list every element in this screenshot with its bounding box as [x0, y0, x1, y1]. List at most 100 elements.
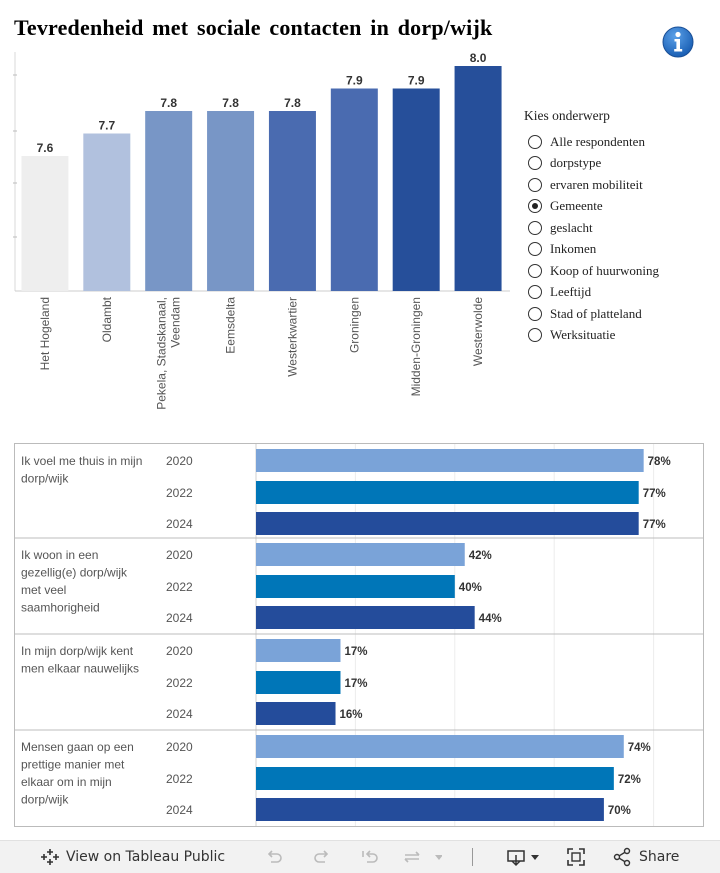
radio-icon[interactable]: [528, 306, 542, 321]
tableau-toolbar: View on Tableau Public Share: [0, 840, 720, 873]
year-label: 2020: [166, 740, 193, 754]
fullscreen-icon[interactable]: [566, 841, 586, 873]
view-on-tableau-button[interactable]: View on Tableau Public: [40, 841, 225, 873]
category-label: Het Hogeland: [38, 297, 52, 370]
bar-value-label: 78%: [648, 456, 671, 468]
bar-value-label: 74%: [628, 742, 651, 754]
bar-value-label: 16%: [340, 709, 363, 721]
topic-option[interactable]: Inkomen: [524, 239, 659, 261]
bar-value-label: 7.9: [346, 74, 363, 88]
bar: [268, 111, 316, 291]
bar: [256, 702, 336, 725]
bar-value-label: 40%: [459, 582, 482, 594]
category-label: Eemsdelta: [224, 297, 238, 354]
bar-value-label: 8.0: [470, 51, 487, 65]
bar: [256, 735, 624, 758]
bar-value-label: 7.8: [284, 96, 301, 110]
toolbar-divider: [472, 841, 473, 873]
bar: [392, 88, 440, 291]
bar-value-label: 70%: [608, 805, 631, 817]
refresh-icon[interactable]: [402, 841, 442, 873]
year-label: 2024: [166, 803, 193, 817]
topic-option-label: Koop of huurwoning: [550, 262, 660, 278]
info-icon[interactable]: [662, 26, 694, 58]
topic-selector: Kies onderwerp Alle respondenten dorpstyp…: [524, 108, 659, 346]
topic-option[interactable]: Gemeente: [524, 196, 659, 218]
radio-icon[interactable]: [528, 156, 542, 171]
bar-value-label: 77%: [643, 519, 666, 531]
bar-value-label: 77%: [643, 488, 666, 500]
radio-icon[interactable]: [528, 134, 542, 149]
download-icon[interactable]: [506, 841, 542, 873]
topic-option[interactable]: dorpstype: [524, 153, 659, 175]
statement-label: In mijn dorp/wijk kent men elkaar nauweli…: [21, 644, 139, 676]
redo-icon[interactable]: [312, 841, 332, 873]
radio-icon[interactable]: [528, 177, 542, 192]
radio-selected-icon[interactable]: [528, 199, 542, 214]
topic-option-label: Werksituatie: [550, 327, 616, 343]
radio-icon[interactable]: [528, 242, 542, 257]
year-label: 2024: [166, 517, 193, 531]
topic-option-label: Gemeente: [550, 198, 603, 214]
bar: [256, 767, 614, 790]
year-label: 2024: [166, 611, 193, 625]
topic-option[interactable]: Stad of platteland: [524, 303, 659, 325]
bar-value-label: 17%: [344, 678, 367, 690]
year-label: 2022: [166, 676, 193, 690]
year-label: 2020: [166, 644, 193, 658]
statement-label: Ik woon in een gezellig(e) dorp/wijk met v…: [21, 548, 128, 615]
bar: [256, 481, 639, 504]
topic-option-label: Leeftijd: [550, 284, 592, 300]
statements-panel: Ik voel me thuis in mijn dorp/wijk 2020 78%…: [14, 443, 704, 827]
category-label: Westerwolde: [471, 297, 485, 366]
share-button[interactable]: Share: [612, 841, 679, 873]
bar: [256, 543, 465, 566]
topic-option[interactable]: Leeftijd: [524, 282, 659, 304]
page-title: Tevredenheid met sociale contacten in do…: [14, 15, 493, 40]
radio-icon[interactable]: [528, 285, 542, 300]
view-on-tableau-label: View on Tableau Public: [66, 849, 226, 865]
topic-option-label: ervaren mobiliteit: [550, 176, 643, 192]
topic-selector-title: Kies onderwerp: [524, 108, 610, 123]
topic-option[interactable]: geslacht: [524, 217, 659, 239]
bar-value-label: 44%: [479, 613, 502, 625]
bar-value-label: 7.6: [37, 141, 54, 155]
category-label: Groningen: [347, 297, 361, 353]
bar: [207, 111, 255, 291]
year-label: 2020: [166, 548, 193, 562]
bar: [256, 449, 644, 472]
radio-icon[interactable]: [528, 263, 542, 278]
category-label: Midden-Groningen: [409, 297, 423, 396]
category-label: Westerkwartier: [285, 297, 299, 377]
statement-label: Mensen gaan op een prettige manier met elk…: [21, 740, 134, 807]
bar: [256, 512, 639, 535]
bar: [21, 156, 69, 291]
category-label: Oldambt: [100, 296, 114, 342]
topic-option-label: dorpstype: [550, 155, 602, 171]
year-label: 2022: [166, 580, 193, 594]
bar: [256, 639, 341, 662]
topic-option[interactable]: Werksituatie: [524, 325, 659, 347]
bar: [256, 575, 455, 598]
bar: [145, 111, 193, 291]
radio-icon[interactable]: [528, 328, 542, 343]
bar-value-label: 7.8: [222, 96, 239, 110]
tableau-logo-icon: [41, 849, 59, 865]
category-label: Pekela, Stadskanaal,Veendam: [155, 297, 183, 410]
bar: [256, 671, 341, 694]
year-label: 2024: [166, 707, 193, 721]
revert-icon[interactable]: [360, 841, 380, 873]
year-label: 2020: [166, 454, 193, 468]
radio-icon[interactable]: [528, 220, 542, 235]
topic-option-label: Alle respondenten: [550, 133, 645, 149]
statements-bar-chart: Ik voel me thuis in mijn dorp/wijk 2020 78%…: [15, 444, 703, 826]
topic-option-label: Inkomen: [550, 241, 597, 257]
year-label: 2022: [166, 772, 193, 786]
share-label: Share: [639, 849, 680, 865]
bar-value-label: 17%: [344, 646, 367, 658]
topic-option-label: Stad of platteland: [550, 305, 642, 321]
topic-option[interactable]: Alle respondenten: [524, 131, 659, 153]
topic-option[interactable]: Koop of huurwoning: [524, 260, 659, 282]
topic-option[interactable]: ervaren mobiliteit: [524, 174, 659, 196]
undo-icon[interactable]: [264, 841, 284, 873]
